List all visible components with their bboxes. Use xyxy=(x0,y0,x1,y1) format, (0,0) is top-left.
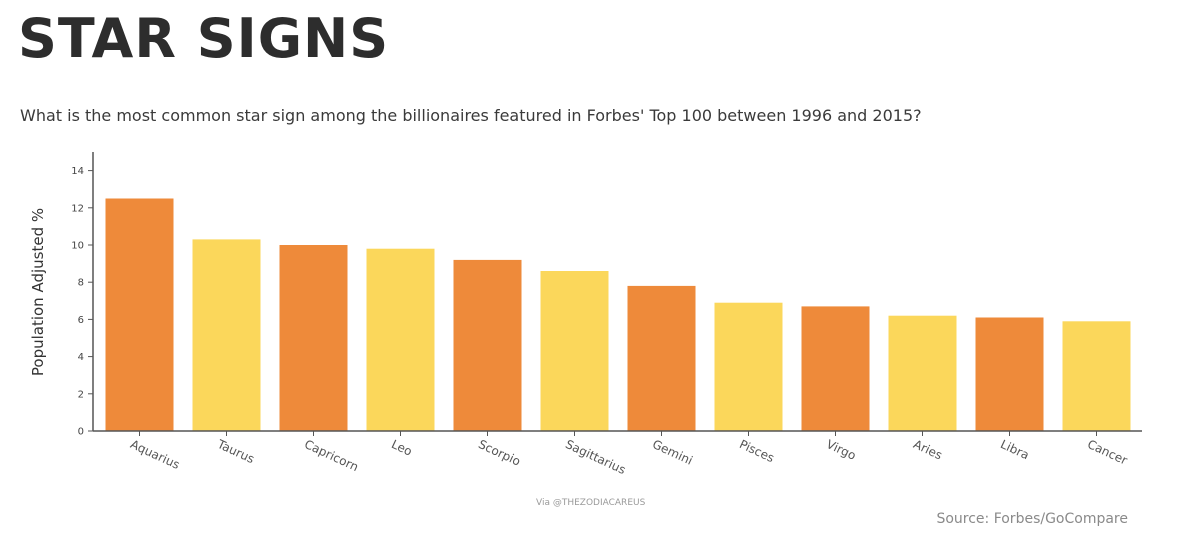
x-label-pisces: Pisces xyxy=(737,437,776,465)
x-label-aquarius: Aquarius xyxy=(128,437,182,472)
chart-title: STAR SIGNS xyxy=(18,7,390,70)
bar-capricorn xyxy=(279,245,348,431)
bar-pisces xyxy=(714,302,783,431)
bar-libra xyxy=(975,317,1044,431)
y-tick-label: 14 xyxy=(71,166,84,177)
source-credit: Source: Forbes/GoCompare xyxy=(936,511,1128,527)
x-label-capricorn: Capricorn xyxy=(302,437,360,474)
bar-aquarius xyxy=(105,198,174,431)
y-tick-label: 8 xyxy=(78,278,84,289)
x-label-leo: Leo xyxy=(389,437,414,459)
via-credit: Via @THEZODIACAREUS xyxy=(536,498,646,508)
x-label-gemini: Gemini xyxy=(650,437,695,468)
bars-group xyxy=(105,198,1131,431)
axes-group xyxy=(92,152,1142,432)
y-tick-label: 10 xyxy=(71,241,84,252)
x-label-scorpio: Scorpio xyxy=(476,437,523,469)
x-label-sagittarius: Sagittarius xyxy=(563,437,628,477)
x-label-libra: Libra xyxy=(998,437,1031,462)
y-tick-label: 4 xyxy=(78,352,84,363)
chart-subtitle: What is the most common star sign among … xyxy=(20,106,922,125)
bar-virgo xyxy=(801,306,870,431)
bar-aries xyxy=(888,315,957,431)
y-ticks-group: 0 2 4 6 8 10 12 14 xyxy=(71,166,93,438)
x-labels-group: Aquarius Taurus Capricorn Leo Scorpio Sagitta… xyxy=(128,431,1130,477)
x-label-cancer: Cancer xyxy=(1085,437,1129,468)
y-tick-label: 12 xyxy=(71,203,84,214)
y-tick-label: 2 xyxy=(78,389,84,400)
bar-gemini xyxy=(627,285,696,431)
bar-cancer xyxy=(1062,321,1131,431)
bar-sagittarius xyxy=(540,271,609,431)
x-label-virgo: Virgo xyxy=(824,437,858,463)
x-label-taurus: Taurus xyxy=(214,437,256,467)
y-tick-label: 0 xyxy=(78,427,84,438)
bar-leo xyxy=(366,248,435,431)
y-axis-title: Population Adjusted % xyxy=(29,208,47,376)
bar-scorpio xyxy=(453,259,522,431)
y-tick-label: 6 xyxy=(78,315,84,326)
x-label-aries: Aries xyxy=(911,437,944,462)
bar-taurus xyxy=(192,239,261,431)
